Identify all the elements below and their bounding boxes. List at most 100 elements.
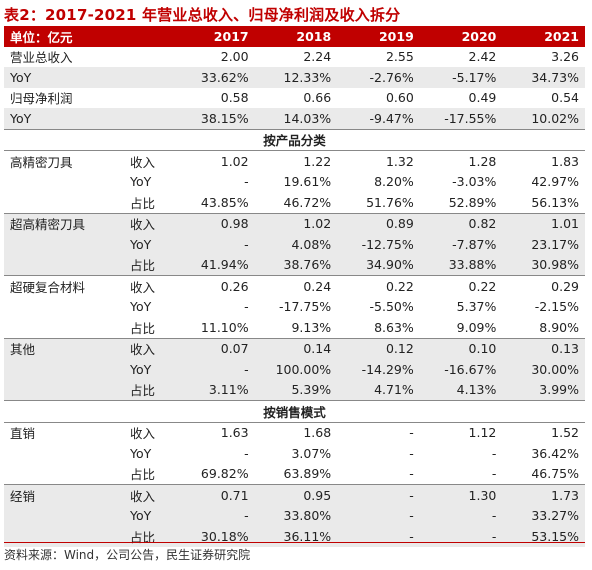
table-body: 营业总收入 2.00 2.24 2.55 2.42 3.26 YoY 33.62% 12.33%… bbox=[4, 47, 585, 547]
table-cell: 12.33% bbox=[254, 67, 338, 88]
table-cell: 4.71% bbox=[337, 379, 420, 401]
row-metric: YoY bbox=[130, 299, 152, 315]
table-cell: 0.82 bbox=[419, 212, 503, 234]
row-label: YoY bbox=[4, 67, 124, 88]
table-cell: - bbox=[244, 299, 249, 315]
row-metric: 占比 bbox=[130, 195, 156, 211]
table-cell: 0.24 bbox=[254, 275, 338, 297]
table-cell: -16.67% bbox=[419, 359, 503, 380]
table-cell: - bbox=[172, 234, 255, 255]
header-unit: 单位：亿元 bbox=[4, 26, 124, 47]
row-label bbox=[4, 317, 124, 338]
row-label bbox=[4, 297, 124, 318]
row-label bbox=[4, 192, 124, 213]
row-label bbox=[4, 254, 124, 276]
row-metric: YoY bbox=[130, 445, 152, 461]
table-cell: 1.28 bbox=[419, 150, 503, 172]
row-label bbox=[4, 505, 124, 526]
table-cell: 63.89% bbox=[283, 466, 332, 482]
table-row: YoY - 3.07% - - 36.42% bbox=[4, 443, 585, 464]
row-metric bbox=[124, 47, 172, 68]
table-cell: 0.14 bbox=[254, 337, 338, 359]
table-cell: 5.39% bbox=[254, 379, 338, 401]
row-label: 高精密刀具 bbox=[4, 150, 124, 172]
table-cell: 0.95 bbox=[254, 484, 338, 506]
table-row: YoY - 19.61% 8.20% -3.03% 42.97% bbox=[4, 172, 585, 193]
table-cell: 53.15% bbox=[502, 526, 585, 547]
table-cell: - bbox=[337, 484, 420, 506]
table-row: 超硬复合材料 收入 0.26 0.24 0.22 0.22 0.29 bbox=[4, 275, 585, 297]
header-year-2021: 2021 bbox=[502, 26, 585, 47]
table-cell: 1.01 bbox=[502, 212, 585, 234]
table-cell: 46.72% bbox=[283, 194, 332, 210]
table-cell: 1.68 bbox=[254, 421, 338, 443]
table-cell: 1.63 bbox=[172, 421, 255, 443]
table-cell: 8.20% bbox=[374, 174, 414, 190]
table-cell: 3.07% bbox=[291, 445, 332, 461]
table-cell: -2.76% bbox=[337, 67, 420, 88]
table-cell: 0.10 bbox=[419, 337, 503, 359]
header-blank bbox=[124, 26, 172, 47]
table-cell: - bbox=[419, 505, 503, 526]
table-cell: 1.12 bbox=[419, 421, 503, 443]
table-cell: 33.27% bbox=[502, 505, 585, 526]
row-metric: YoY bbox=[124, 234, 172, 255]
table-row: YoY 38.15% 14.03% -9.47% -17.55% 10.02% bbox=[4, 108, 585, 129]
table-row: 直销 收入 1.63 1.68-1.12 1.52 bbox=[4, 421, 585, 443]
table-row: YoY -100.00% -14.29% -16.67% 30.00% bbox=[4, 359, 585, 380]
table-cell: - bbox=[172, 505, 255, 526]
table-cell: 0.29 bbox=[502, 275, 585, 297]
table-cell: 0.60 bbox=[385, 90, 414, 106]
table-row: 营业总收入 2.00 2.24 2.55 2.42 3.26 bbox=[4, 47, 585, 68]
row-metric: 占比 bbox=[124, 254, 172, 276]
row-label bbox=[4, 526, 124, 547]
row-metric: 收入 bbox=[124, 421, 172, 443]
table-cell: 3.26 bbox=[551, 49, 579, 65]
table-cell: 38.15% bbox=[172, 108, 255, 129]
table-cell: 69.82% bbox=[200, 466, 249, 482]
table-cell: 0.89 bbox=[337, 212, 420, 234]
row-metric: 占比 bbox=[130, 320, 156, 336]
table-cell: 0.07 bbox=[172, 337, 255, 359]
row-label bbox=[4, 464, 124, 485]
row-metric: 占比 bbox=[124, 379, 172, 401]
table-row: 占比 11.10% 9.13% 8.63% 9.09% 8.90% bbox=[4, 317, 585, 338]
table-row: 经销 收入 0.71 0.95-1.30 1.73 bbox=[4, 484, 585, 506]
section-header-row: 按销售模式 bbox=[4, 400, 585, 422]
table-cell: 1.02 bbox=[254, 212, 338, 234]
row-metric: YoY bbox=[124, 505, 172, 526]
table-cell: 52.89% bbox=[448, 194, 497, 210]
table-row: YoY - -17.75% -5.50% 5.37% -2.15% bbox=[4, 297, 585, 318]
table-cell: 4.13% bbox=[419, 379, 503, 401]
table-cell: - bbox=[337, 505, 420, 526]
table-title: 表2：2017-2021 年营业总收入、归母净利润及收入拆分 bbox=[4, 6, 401, 24]
table-cell: 30.98% bbox=[502, 254, 585, 276]
table-cell: 30.00% bbox=[502, 359, 585, 380]
table-cell: 8.63% bbox=[374, 319, 414, 335]
section-title: 按销售模式 bbox=[4, 400, 585, 422]
table-row: 占比 30.18% 36.11% - -53.15% bbox=[4, 526, 585, 547]
section-title: 按产品分类 bbox=[4, 128, 585, 151]
table-cell: - bbox=[419, 526, 503, 547]
table-cell: 0.26 bbox=[172, 275, 255, 297]
row-label bbox=[4, 443, 124, 464]
row-label bbox=[4, 359, 124, 380]
table-cell: - bbox=[491, 445, 497, 461]
row-metric bbox=[124, 108, 172, 129]
table-cell: 10.02% bbox=[502, 108, 585, 129]
row-metric: 收入 bbox=[124, 337, 172, 359]
table-cell: 2.00 bbox=[220, 49, 249, 65]
table-cell: 0.66 bbox=[303, 90, 332, 106]
table-cell: -5.17% bbox=[419, 67, 503, 88]
table-bottom-rule bbox=[4, 542, 585, 543]
table-cell: 23.17% bbox=[502, 234, 585, 255]
table-cell: 1.02 bbox=[172, 150, 255, 172]
row-metric: 收入 bbox=[124, 275, 172, 297]
row-label: 经销 bbox=[4, 484, 124, 506]
row-metric: 占比 bbox=[130, 467, 156, 483]
table-row: 高精密刀具 收入 1.02 1.22 1.32 1.28 1.83 bbox=[4, 150, 585, 172]
table-cell: 0.22 bbox=[419, 275, 503, 297]
table-cell: 1.32 bbox=[337, 150, 420, 172]
header-row: 单位：亿元 2017 2018 2019 2020 2021 bbox=[4, 26, 585, 47]
row-label bbox=[4, 172, 124, 193]
